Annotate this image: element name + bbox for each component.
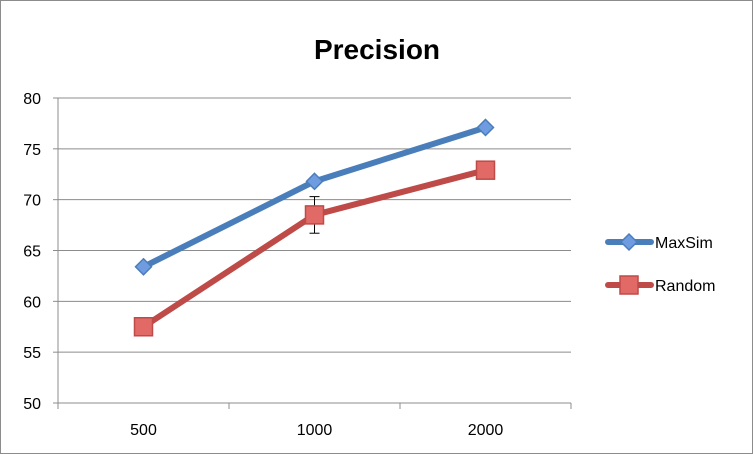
axes: 50 55 60 65 70 75 80 500 1000 2000 xyxy=(23,91,572,439)
legend-item-maxsim: MaxSim xyxy=(605,232,713,252)
data-point-random xyxy=(475,160,496,180)
data-point-maxsim xyxy=(134,257,153,276)
data-point-maxsim xyxy=(305,172,324,191)
legend-item-random: Random xyxy=(605,275,715,295)
y-tick-label: 50 xyxy=(23,396,41,413)
legend-label: MaxSim xyxy=(655,235,713,252)
gridlines xyxy=(58,97,571,404)
legend: MaxSim Random xyxy=(605,232,715,295)
legend-marker xyxy=(619,232,639,252)
series-random xyxy=(133,160,496,337)
data-point-random xyxy=(133,317,154,337)
y-tick-label: 70 xyxy=(23,193,41,210)
legend-marker xyxy=(619,275,639,295)
x-tick-label: 500 xyxy=(130,422,157,439)
series-line-random xyxy=(140,167,489,330)
y-tick-label: 55 xyxy=(23,345,41,362)
y-tick-label: 65 xyxy=(23,244,41,261)
chart-title: Precision xyxy=(314,34,440,65)
series-group xyxy=(133,118,496,337)
data-point-random xyxy=(304,205,325,225)
x-tick-label: 2000 xyxy=(468,422,504,439)
y-tick-label: 60 xyxy=(23,294,41,311)
data-point-maxsim xyxy=(476,118,495,137)
x-tick-label: 1000 xyxy=(297,422,333,439)
y-tick-label: 80 xyxy=(23,91,41,108)
legend-label: Random xyxy=(655,278,715,295)
series-maxsim xyxy=(134,118,495,276)
y-tick-label: 75 xyxy=(23,142,41,159)
